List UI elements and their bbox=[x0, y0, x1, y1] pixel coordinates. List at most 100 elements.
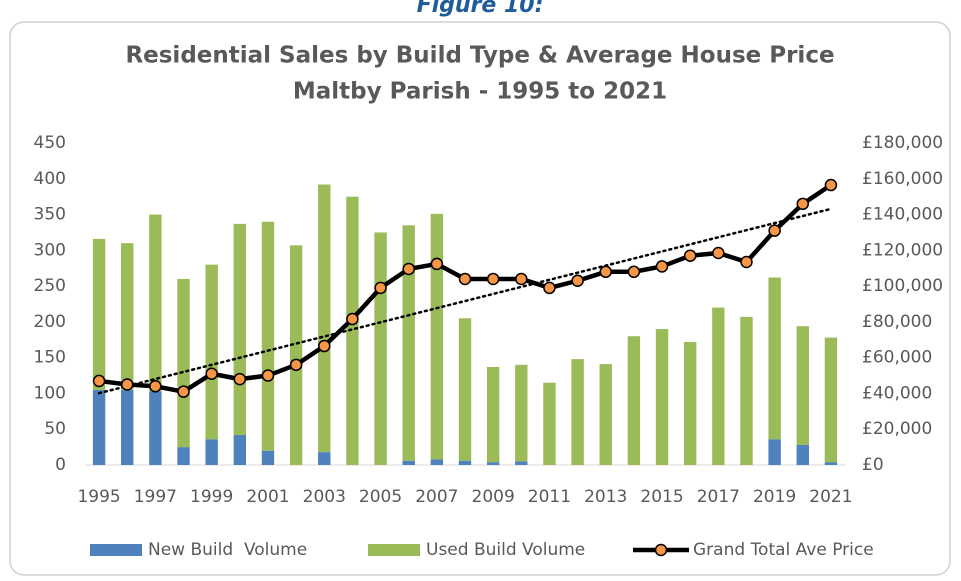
bar bbox=[346, 196, 359, 465]
bar bbox=[571, 359, 584, 465]
price-marker bbox=[120, 378, 134, 391]
bar bbox=[486, 366, 500, 463]
price-marker bbox=[92, 374, 106, 388]
bar bbox=[768, 439, 781, 465]
price-marker bbox=[149, 380, 162, 393]
bar bbox=[92, 238, 106, 390]
x-tick-label: 1999 bbox=[190, 487, 233, 507]
price-marker bbox=[374, 281, 387, 295]
price-marker bbox=[768, 224, 781, 237]
x-tick-label: 2017 bbox=[697, 487, 740, 507]
bar bbox=[402, 460, 415, 465]
bar bbox=[655, 329, 669, 465]
y2-tick-label: £40,000 bbox=[862, 383, 932, 403]
price-marker bbox=[289, 358, 303, 372]
price-marker bbox=[515, 272, 528, 286]
y-tick-label: 50 bbox=[44, 419, 66, 439]
price-marker bbox=[740, 255, 753, 269]
x-tick-label: 1995 bbox=[77, 487, 120, 507]
bar bbox=[261, 450, 275, 465]
x-tick-label: 2021 bbox=[809, 487, 852, 507]
y-tick-label: 450 bbox=[34, 133, 66, 153]
bar bbox=[430, 213, 444, 460]
price-marker bbox=[486, 272, 500, 286]
bar bbox=[712, 307, 725, 465]
bar bbox=[149, 391, 162, 465]
bar bbox=[261, 221, 275, 451]
price-marker bbox=[346, 312, 359, 326]
price-marker bbox=[458, 272, 472, 286]
price-marker bbox=[543, 281, 556, 295]
bar bbox=[318, 452, 331, 465]
x-tick-label: 2005 bbox=[359, 487, 402, 507]
chart-title: Residential Sales by Build Type & Averag… bbox=[125, 43, 834, 69]
bar bbox=[205, 264, 218, 440]
price-marker bbox=[571, 274, 584, 287]
x-tick-label: 2003 bbox=[303, 487, 346, 507]
bar bbox=[233, 223, 247, 435]
price-marker bbox=[402, 262, 415, 276]
bar bbox=[374, 232, 387, 465]
y2-tick-label: £120,000 bbox=[862, 240, 943, 260]
bar bbox=[824, 462, 838, 465]
bar bbox=[92, 389, 106, 465]
bar bbox=[796, 326, 809, 445]
bar bbox=[543, 382, 556, 465]
price-marker bbox=[177, 385, 190, 398]
price-marker bbox=[205, 367, 218, 381]
y-tick-label: 300 bbox=[34, 240, 66, 260]
chart-subtitle: Maltby Parish - 1995 to 2021 bbox=[293, 79, 667, 105]
bar bbox=[318, 184, 331, 453]
x-tick-label: 1997 bbox=[134, 487, 177, 507]
y2-tick-label: £0 bbox=[862, 455, 884, 475]
bar bbox=[177, 447, 190, 465]
x-tick-label: 2013 bbox=[584, 487, 627, 507]
y-tick-label: 0 bbox=[55, 455, 66, 475]
bar bbox=[458, 460, 472, 465]
bar bbox=[768, 277, 781, 440]
bar bbox=[205, 439, 218, 465]
bar bbox=[599, 364, 612, 465]
price-marker bbox=[233, 372, 247, 386]
price-marker bbox=[824, 178, 838, 192]
y-tick-label: 250 bbox=[34, 276, 66, 296]
y-tick-label: 150 bbox=[34, 348, 66, 368]
x-tick-label: 2007 bbox=[415, 487, 458, 507]
y-tick-label: 350 bbox=[34, 205, 66, 225]
bar bbox=[233, 434, 247, 465]
price-marker bbox=[599, 265, 612, 279]
legend-swatch bbox=[90, 544, 142, 556]
x-tick-label: 2009 bbox=[472, 487, 515, 507]
bar bbox=[430, 459, 444, 465]
price-marker bbox=[627, 265, 641, 279]
y2-tick-label: £20,000 bbox=[862, 419, 932, 439]
bar bbox=[121, 389, 134, 465]
legend-label: Grand Total Ave Price bbox=[693, 540, 874, 560]
bar bbox=[121, 243, 134, 390]
bar bbox=[149, 214, 162, 392]
price-marker bbox=[683, 249, 697, 262]
price-marker bbox=[712, 246, 725, 260]
legend-label: New Build Volume bbox=[148, 540, 307, 560]
y2-tick-label: £140,000 bbox=[862, 205, 943, 225]
bar bbox=[458, 318, 472, 461]
bar bbox=[740, 316, 753, 465]
price-marker bbox=[318, 339, 331, 353]
y2-tick-label: £80,000 bbox=[862, 312, 932, 332]
price-marker bbox=[261, 369, 275, 382]
figure-label: Figure 10: bbox=[417, 0, 544, 18]
bar bbox=[824, 337, 838, 463]
x-tick-label: 2011 bbox=[528, 487, 571, 507]
y-tick-label: 200 bbox=[34, 312, 66, 332]
bar bbox=[289, 245, 303, 465]
legend-label: Used Build Volume bbox=[426, 540, 585, 560]
bar bbox=[402, 225, 415, 461]
y-tick-label: 100 bbox=[34, 383, 66, 403]
bar bbox=[683, 341, 697, 465]
trend-line bbox=[97, 207, 833, 395]
y2-tick-label: £60,000 bbox=[862, 348, 932, 368]
price-marker bbox=[796, 197, 810, 211]
bar bbox=[515, 364, 528, 462]
x-tick-label: 2001 bbox=[246, 487, 289, 507]
